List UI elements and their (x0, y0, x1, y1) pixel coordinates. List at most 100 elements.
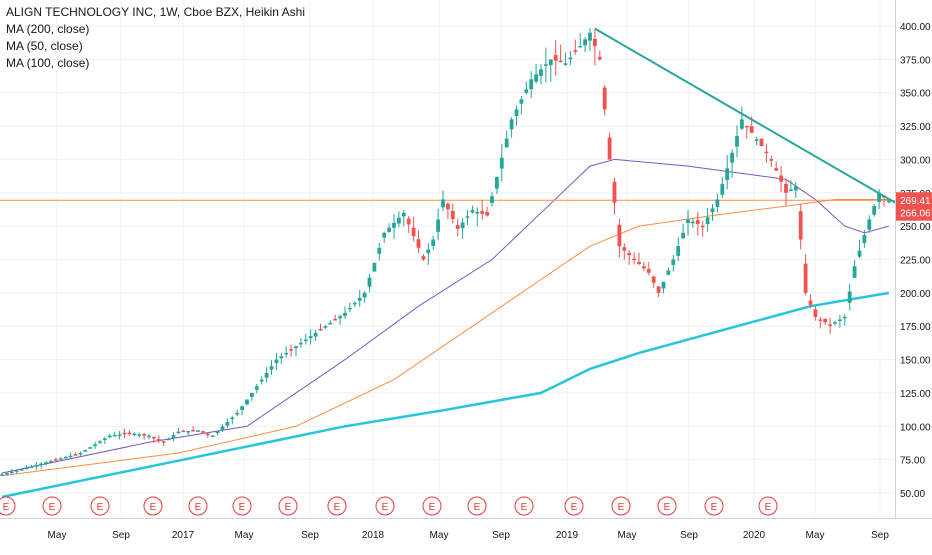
candle-body (49, 460, 53, 463)
earnings-marker[interactable] (422, 496, 442, 516)
legend: ALIGN TECHNOLOGY INC, 1W, Cboe BZX, Heik… (6, 4, 305, 72)
candle-body (862, 235, 867, 244)
ma-100-label[interactable]: MA (100, close) (6, 56, 90, 70)
price-tick-label: 375.00 (900, 55, 931, 66)
candle-body (68, 455, 73, 458)
candle-body (372, 262, 377, 272)
earnings-marker[interactable] (232, 496, 252, 516)
earnings-marker-label: E (571, 502, 578, 513)
candle-body (58, 458, 63, 460)
candle-body (431, 239, 436, 246)
time-tick-label: Sep (112, 530, 130, 541)
candle-body (54, 459, 58, 461)
candle-body (509, 119, 514, 130)
price-axis: 50.00 75.00 100.00 125.00 150.00 175.00 200.00… (895, 0, 932, 550)
candle-body (686, 219, 690, 223)
earnings-marker-label: E (765, 502, 772, 513)
candle-body (201, 431, 205, 433)
earnings-marker[interactable] (514, 496, 534, 516)
candle-body (357, 297, 362, 301)
candle-body (877, 192, 881, 202)
time-tick-label: 2020 (743, 530, 766, 541)
candle-body (377, 247, 382, 254)
candle-body (328, 322, 333, 325)
candle-body (740, 119, 744, 129)
candle-body (646, 269, 651, 273)
earnings-marker-label: E (239, 502, 246, 513)
earnings-marker-label: E (382, 502, 389, 513)
candle-body (490, 196, 494, 204)
candle-body (759, 138, 764, 147)
candle-body (441, 199, 445, 208)
candle-body (137, 434, 142, 436)
moving-average-line (1, 199, 889, 477)
candle-body (245, 399, 249, 405)
candle-body (583, 39, 587, 46)
candle-body (602, 87, 607, 110)
candle-body (651, 276, 656, 283)
earnings-marker[interactable] (327, 496, 347, 516)
ma-50-label[interactable]: MA (50, close) (6, 39, 83, 53)
candle-body (142, 434, 146, 436)
candle-body (112, 434, 117, 437)
candle-body (122, 432, 127, 435)
candle-body (671, 259, 676, 266)
candle-body (147, 435, 151, 438)
earnings-marker[interactable] (278, 496, 298, 516)
ma-200-label[interactable]: MA (200, close) (6, 22, 90, 36)
candle-body (852, 266, 857, 278)
earnings-marker[interactable] (704, 496, 724, 516)
candle-body (289, 349, 293, 351)
symbol-title[interactable]: ALIGN TECHNOLOGY INC, 1W, Cboe BZX, Heik… (6, 5, 305, 19)
candle-body (455, 225, 460, 229)
candle-body (573, 50, 578, 52)
candle-body (367, 277, 372, 287)
candle-body (597, 56, 602, 60)
candle-body (548, 59, 553, 66)
earnings-marker[interactable] (657, 496, 677, 516)
candle-body (235, 412, 240, 415)
earnings-marker[interactable] (188, 496, 208, 516)
candle-body (264, 372, 269, 378)
earnings-marker[interactable] (0, 496, 16, 516)
candle-body (117, 434, 122, 436)
candle-body (563, 63, 568, 65)
candle-body (475, 211, 480, 214)
candle-body (210, 435, 215, 438)
earnings-marker-label: E (521, 502, 528, 513)
earnings-marker[interactable] (564, 496, 584, 516)
earnings-marker[interactable] (90, 496, 110, 516)
earnings-marker[interactable] (42, 496, 62, 516)
candle-body (308, 336, 313, 339)
candle-body (622, 247, 627, 251)
time-tick-label: Sep (680, 530, 698, 541)
candle-body (539, 69, 543, 76)
candle-body (553, 55, 558, 61)
candle-body (88, 447, 93, 449)
candle-body (93, 444, 97, 446)
earnings-marker[interactable] (467, 496, 487, 516)
candle-body (534, 74, 538, 82)
time-tick-label: May (48, 530, 67, 541)
candle-body (568, 57, 573, 60)
candle-body (348, 307, 352, 310)
time-tick-label: May (430, 530, 449, 541)
candle-body (323, 326, 328, 328)
candle-body (642, 266, 646, 269)
earnings-marker[interactable] (143, 496, 163, 516)
candle-body (294, 346, 298, 349)
time-tick-label: May (806, 530, 825, 541)
current-price-label: 269.41 (900, 196, 931, 207)
candle-body (446, 203, 450, 210)
trendline[interactable] (594, 27, 932, 296)
candle-body (73, 454, 78, 456)
earnings-marker[interactable] (611, 496, 631, 516)
earnings-marker[interactable] (375, 496, 395, 516)
price-tick-label: 50.00 (900, 489, 925, 500)
earnings-marker[interactable] (758, 496, 778, 516)
time-tick-label: 2018 (362, 530, 385, 541)
candle-body (299, 342, 303, 345)
